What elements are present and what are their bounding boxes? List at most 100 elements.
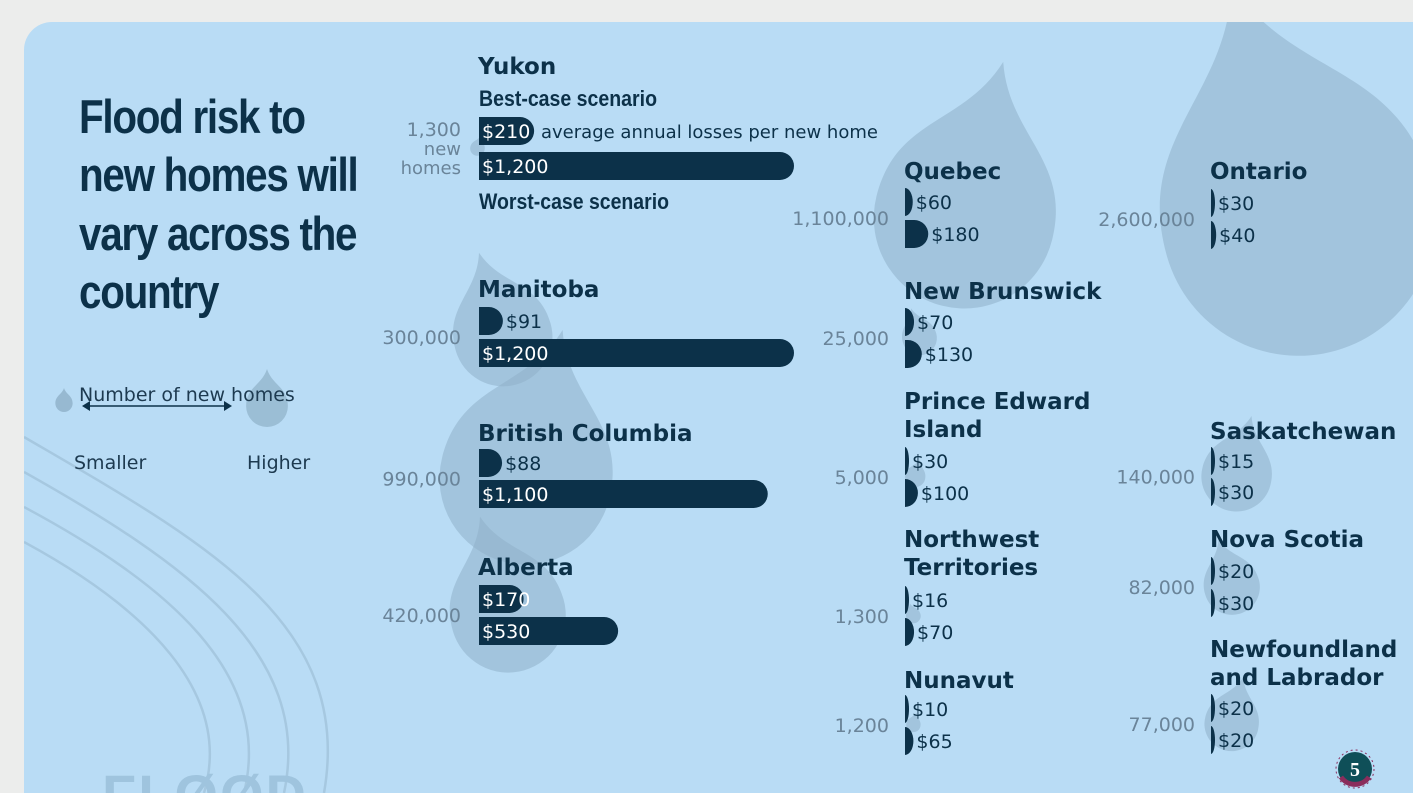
best-case-bar bbox=[905, 308, 915, 336]
worst-case-bar bbox=[479, 480, 768, 508]
worst-case-value-label: $30 bbox=[1218, 482, 1254, 504]
legend-small-drop-icon bbox=[55, 388, 73, 412]
worst-case-value-label: $100 bbox=[921, 483, 969, 505]
home-count-label: 420,000 bbox=[382, 605, 461, 627]
best-case-bar bbox=[1211, 557, 1215, 585]
best-case-value-label: $15 bbox=[1218, 451, 1254, 473]
best-case-bar bbox=[1211, 189, 1215, 217]
region-name: Prince Edward bbox=[904, 389, 1090, 415]
home-count-label: 1,200 bbox=[835, 715, 889, 737]
region-name: Ontario bbox=[1210, 159, 1307, 185]
home-count-suffix: new bbox=[424, 139, 461, 160]
worst-case-value-label: $1,200 bbox=[482, 343, 548, 365]
legend-smaller-label: Smaller bbox=[74, 452, 147, 474]
worst-case-value-label: $1,200 bbox=[482, 156, 548, 178]
best-case-value-label: $88 bbox=[505, 453, 541, 475]
annotation-text: average annual losses per new home bbox=[541, 122, 878, 143]
region-name: Newfoundland bbox=[1210, 637, 1397, 663]
region-name: Manitoba bbox=[478, 277, 599, 303]
worst-case-bar bbox=[905, 727, 914, 755]
worst-case-value-label: $65 bbox=[916, 731, 952, 753]
best-case-bar bbox=[479, 117, 535, 145]
watermark-text: FLØØD bbox=[102, 762, 308, 793]
series-label-worst-case: Worst-case scenario bbox=[479, 189, 669, 214]
worst-case-value-label: $180 bbox=[931, 224, 979, 246]
best-case-value-label: $20 bbox=[1218, 698, 1254, 720]
worst-case-value-label: $20 bbox=[1218, 730, 1254, 752]
worst-case-value-label: $30 bbox=[1218, 593, 1254, 615]
home-count-label: 1,300 bbox=[835, 606, 889, 628]
best-case-value-label: $16 bbox=[912, 590, 948, 612]
background-curve bbox=[24, 505, 251, 793]
home-count-label: 140,000 bbox=[1116, 467, 1195, 489]
best-case-bar bbox=[905, 447, 909, 475]
background-curve bbox=[24, 470, 290, 793]
worst-case-bar bbox=[1211, 589, 1215, 617]
home-count-drop-northwest-territories bbox=[906, 603, 921, 624]
home-count-label: 990,000 bbox=[382, 469, 461, 491]
chart-svg: Yukon1,300newhomes$210$1,200Manitoba300,… bbox=[55, 54, 1397, 755]
best-case-bar bbox=[905, 695, 909, 723]
home-count-suffix: homes bbox=[401, 158, 461, 179]
infographic-panel: Yukon 1,300 new homes $210 $1,200 Manitoba 300,… bbox=[24, 22, 1413, 793]
region-name: Island bbox=[904, 417, 983, 443]
logo-number: 5 bbox=[1350, 759, 1360, 781]
region-name: New Brunswick bbox=[904, 279, 1102, 305]
worst-case-bar bbox=[1211, 221, 1217, 249]
worst-case-bar bbox=[905, 618, 915, 646]
best-case-value-label: $60 bbox=[916, 192, 952, 214]
best-case-bar bbox=[479, 585, 524, 613]
series-label-best-case: Best-case scenario bbox=[479, 86, 657, 111]
home-count-label: 82,000 bbox=[1129, 577, 1195, 599]
worst-case-value-label: $530 bbox=[482, 621, 530, 643]
best-case-value-label: $70 bbox=[917, 312, 953, 334]
home-count-label: 5,000 bbox=[835, 467, 889, 489]
best-case-bar bbox=[1211, 694, 1215, 722]
best-case-bar bbox=[1211, 447, 1215, 475]
background-curve bbox=[24, 435, 330, 793]
best-case-value-label: $30 bbox=[1218, 193, 1254, 215]
worst-case-value-label: $1,100 bbox=[482, 484, 548, 506]
region-name: Nunavut bbox=[904, 668, 1014, 694]
best-case-value-label: $91 bbox=[506, 311, 542, 333]
worst-case-bar bbox=[905, 479, 918, 507]
best-case-bar bbox=[479, 449, 503, 477]
best-case-value-label: $20 bbox=[1218, 561, 1254, 583]
best-case-value-label: $10 bbox=[912, 699, 948, 721]
worst-case-bar bbox=[1211, 726, 1215, 754]
home-count-label: 1,300 bbox=[407, 119, 461, 141]
region-name: British Columbia bbox=[478, 421, 692, 447]
worst-case-bar bbox=[905, 220, 929, 248]
home-count-drop-newfoundland-and-labrador bbox=[1204, 677, 1259, 752]
worst-case-bar bbox=[479, 339, 794, 367]
home-count-label: 1,100,000 bbox=[792, 208, 889, 230]
region-name: Quebec bbox=[904, 159, 1001, 185]
home-count-label: 77,000 bbox=[1129, 714, 1195, 736]
region-name: Yukon bbox=[477, 54, 556, 80]
legend-arrow-left-icon bbox=[82, 401, 90, 411]
legend-arrow-right-icon bbox=[224, 401, 232, 411]
best-case-bar bbox=[905, 586, 909, 614]
home-count-label: 300,000 bbox=[382, 327, 461, 349]
best-case-value-label: $30 bbox=[912, 451, 948, 473]
region-name: Northwest bbox=[904, 527, 1039, 553]
best-case-bar bbox=[905, 188, 913, 216]
legend-higher-label: Higher bbox=[247, 452, 311, 474]
home-count-drop-nova-scotia bbox=[1203, 539, 1260, 615]
worst-case-value-label: $130 bbox=[925, 344, 973, 366]
region-name: Territories bbox=[904, 555, 1038, 581]
worst-case-bar bbox=[479, 617, 619, 645]
worst-case-bar bbox=[905, 340, 922, 368]
chart-title: Flood risk to new homes will vary across… bbox=[79, 90, 359, 318]
home-count-drop-nunavut bbox=[906, 712, 921, 733]
brand-logo: 5 bbox=[1335, 749, 1375, 789]
home-count-label: 25,000 bbox=[823, 328, 889, 350]
worst-case-bar bbox=[479, 152, 794, 180]
legend-large-drop-icon bbox=[246, 369, 288, 427]
legend-title: Number of new homes bbox=[79, 384, 295, 406]
best-case-value-label: $210 bbox=[482, 121, 530, 143]
worst-case-value-label: $70 bbox=[917, 622, 953, 644]
best-case-value-label: $170 bbox=[482, 589, 530, 611]
worst-case-bar bbox=[1211, 478, 1215, 506]
home-count-label: 2,600,000 bbox=[1098, 209, 1195, 231]
